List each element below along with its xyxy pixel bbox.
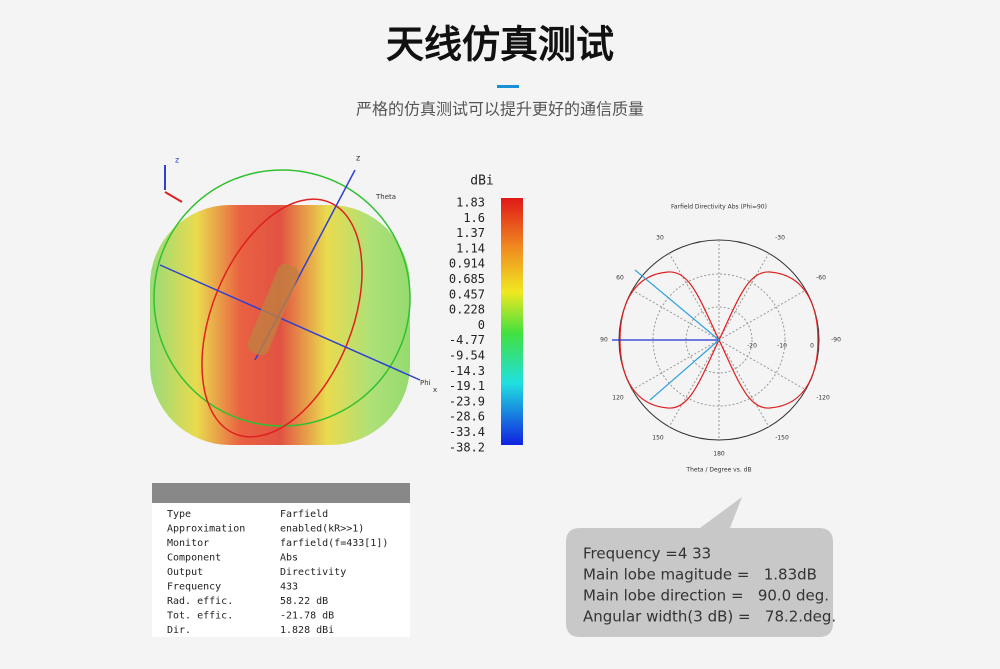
table-key: Monitor — [167, 538, 209, 549]
table-key: Approximation — [167, 524, 245, 535]
polar-title: Farfield Directivity Abs (Phi=90) — [671, 204, 767, 211]
polar-axis-label: Theta / Degree vs. dB — [685, 467, 751, 474]
table-value: 433 — [280, 582, 298, 593]
radial-label: 0 — [810, 343, 814, 350]
angle-label: 30 — [656, 235, 664, 242]
angle-label: -150 — [775, 435, 789, 442]
angle-label: 120 — [612, 395, 624, 402]
angle-label: -30 — [775, 235, 785, 242]
table-value: Abs — [280, 553, 298, 564]
colorbar-label: 0.914 — [449, 257, 485, 271]
colorbar-label: -23.9 — [449, 394, 485, 408]
table-value: Farfield — [280, 509, 328, 520]
table-key: Dir. — [167, 625, 191, 636]
table-key: Rad. effic. — [167, 596, 233, 607]
table-key: Type — [167, 509, 191, 520]
summary-line: Angular width(3 dB) = 78.2.deg. — [583, 608, 836, 626]
table-value: 58.22 dB — [280, 596, 328, 607]
table-key: Output — [167, 567, 203, 578]
table-key: Component — [167, 553, 221, 564]
angle-label: 150 — [652, 435, 664, 442]
colorbar-label: -4.77 — [449, 333, 485, 347]
colorbar-label: -38.2 — [449, 440, 485, 454]
polar-plot — [612, 239, 820, 441]
summary-line: Frequency =4 33 — [583, 545, 711, 563]
subtitle: 严格的仿真测试可以提升更好的通信质量 — [356, 100, 644, 119]
angle-label: 90 — [600, 337, 608, 344]
table-value: -21.78 dB — [280, 611, 334, 622]
table-value: farfield(f=433[1]) — [280, 538, 388, 549]
table-value: enabled(kR>>1) — [280, 524, 364, 535]
radial-label: -20 — [747, 343, 757, 350]
axis-label: Theta — [375, 193, 396, 201]
colorbar-unit: dBi — [470, 174, 493, 189]
summary-line: Main lobe direction = 90.0 deg. — [583, 587, 829, 605]
radial-label: -10 — [777, 343, 787, 350]
table-header-bar — [152, 483, 410, 503]
colorbar-label: 1.14 — [456, 241, 485, 255]
table-value: Directivity — [280, 567, 346, 578]
title-underline — [497, 85, 519, 88]
colorbar-label: 0.685 — [449, 272, 485, 286]
colorbar-label: -33.4 — [449, 425, 485, 439]
colorbar-label: 1.6 — [463, 211, 485, 225]
colorbar-label: 0.457 — [449, 287, 485, 301]
angle-label: 60 — [616, 275, 624, 282]
table-key: Frequency — [167, 582, 221, 593]
axis-label: z — [356, 154, 360, 163]
summary-lines: Frequency =4 33 Main lobe magitude = 1.83… — [583, 545, 836, 626]
angle-label: -120 — [816, 395, 830, 402]
colorbar-label: 0.228 — [449, 303, 485, 317]
angle-label: 180 — [713, 451, 725, 458]
info-table — [152, 483, 410, 637]
title: 天线仿真测试 — [386, 23, 614, 67]
axis-label: x — [433, 386, 437, 394]
colorbar-label: 1.37 — [456, 226, 485, 240]
table-key: Tot. effic. — [167, 611, 233, 622]
summary-bubble — [566, 497, 833, 637]
polar-labels: 30 -30 60 -60 90 -90 120 -120 150 -150 180 -20 -10 0 — [600, 235, 841, 458]
table-value: 1.828 dBi — [280, 625, 334, 636]
colorbar-label: -9.54 — [449, 349, 485, 363]
colorbar-label: 0 — [478, 318, 485, 332]
colorbar-label: -19.1 — [449, 379, 485, 393]
colorbar-label: -14.3 — [449, 364, 485, 378]
angle-label: -90 — [831, 337, 841, 344]
colorbar-label: 1.83 — [456, 196, 485, 210]
axis-label: z — [175, 156, 179, 165]
colorbar — [501, 198, 523, 445]
table-rows: Type Farfield Approximation enabled(kR>>1) M… — [167, 509, 388, 636]
angle-label: -60 — [816, 275, 826, 282]
axis-label: Phi — [420, 379, 431, 387]
colorbar-label: -28.6 — [449, 410, 485, 424]
summary-line: Main lobe magitude = 1.83dB — [583, 566, 817, 584]
pattern-3d: z z Theta Phi x — [150, 154, 437, 445]
